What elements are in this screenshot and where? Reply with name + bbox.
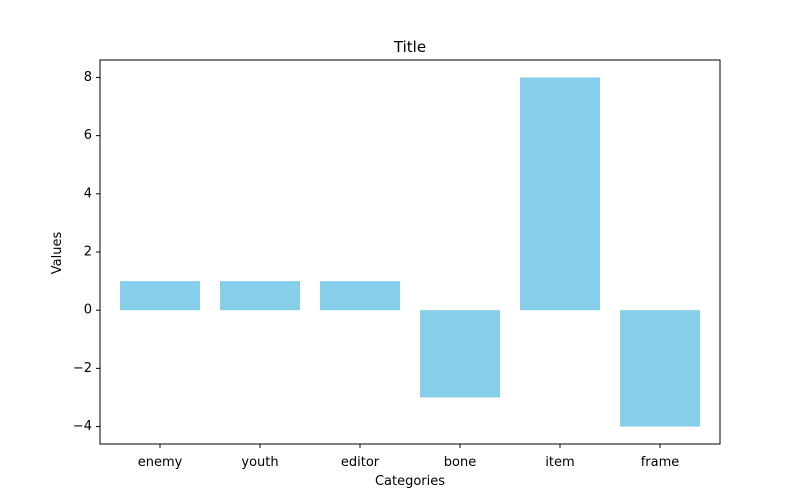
bar-enemy (120, 281, 200, 311)
y-tick-label: 2 (84, 245, 92, 260)
x-tick-label: item (545, 455, 574, 470)
x-tick-label: enemy (138, 455, 183, 470)
y-tick-label: −2 (73, 361, 92, 376)
y-tick-label: 4 (84, 186, 92, 201)
x-axis-ticks: enemy youth editor bone item frame (138, 444, 680, 470)
bar-bone (420, 310, 500, 398)
x-tick-label: youth (241, 455, 278, 470)
y-axis-ticks: −4 −2 0 2 4 6 8 (73, 70, 100, 434)
bar-item (520, 77, 600, 311)
y-tick-label: 6 (84, 128, 92, 143)
y-tick-label: 8 (84, 70, 92, 85)
bar-youth (220, 281, 300, 311)
bar-frame (620, 310, 700, 427)
x-axis-label: Categories (375, 474, 445, 489)
y-tick-label: 0 (84, 303, 92, 318)
bars-layer (120, 77, 700, 427)
x-tick-label: frame (641, 455, 680, 470)
chart-title: Title (393, 38, 426, 56)
y-tick-label: −4 (73, 419, 92, 434)
bar-editor (320, 281, 400, 311)
y-axis-label: Values (50, 232, 65, 275)
x-tick-label: editor (341, 455, 380, 470)
x-tick-label: bone (444, 455, 476, 470)
